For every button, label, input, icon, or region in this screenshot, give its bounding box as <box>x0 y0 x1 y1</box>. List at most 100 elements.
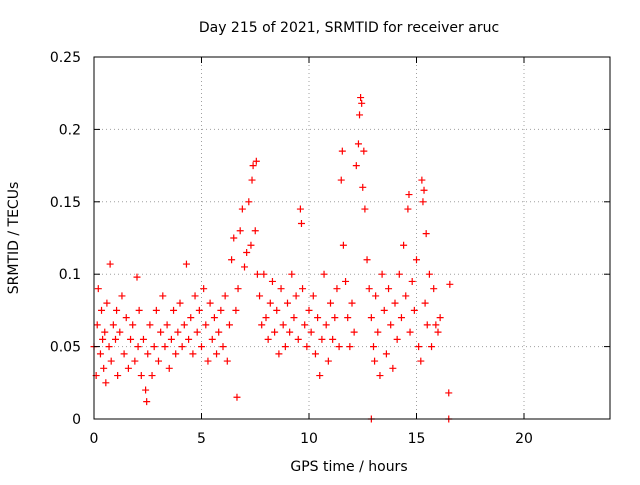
data-point <box>434 328 442 336</box>
data-point <box>206 299 214 307</box>
data-point <box>360 147 368 155</box>
data-point <box>109 321 117 329</box>
data-point <box>322 321 330 329</box>
data-point <box>405 191 413 199</box>
data-point <box>277 285 285 293</box>
data-point <box>284 299 291 307</box>
data-point <box>305 306 313 314</box>
data-point <box>281 343 289 351</box>
data-point <box>195 306 203 314</box>
y-tick-label: 0.05 <box>50 340 81 356</box>
data-point <box>307 328 315 336</box>
data-point <box>271 328 279 336</box>
data-point <box>106 260 114 268</box>
data-point <box>150 343 158 351</box>
data-point <box>225 321 233 329</box>
x-tick-label: 5 <box>197 431 206 447</box>
data-point <box>131 357 139 365</box>
data-point <box>113 306 121 314</box>
data-point <box>103 299 111 307</box>
data-point <box>294 335 302 343</box>
data-point <box>410 306 418 314</box>
data-point <box>286 328 294 336</box>
data-point <box>120 350 128 358</box>
data-point <box>129 321 137 329</box>
data-point <box>296 205 304 213</box>
data-point <box>318 335 326 343</box>
data-point <box>124 364 132 372</box>
data-point <box>232 306 240 314</box>
data-point <box>367 314 375 322</box>
data-point <box>335 343 343 351</box>
data-point <box>299 285 307 293</box>
data-point <box>333 285 341 293</box>
data-point <box>324 357 332 365</box>
data-point <box>372 292 380 300</box>
data-point <box>371 357 379 365</box>
data-point <box>204 357 212 365</box>
data-point <box>238 205 246 213</box>
data-point <box>387 321 395 329</box>
data-point <box>408 277 416 285</box>
data-point <box>445 389 453 397</box>
data-point <box>100 364 108 372</box>
data-point <box>180 321 188 329</box>
data-point <box>309 292 317 300</box>
data-point <box>292 292 300 300</box>
data-point <box>146 321 154 329</box>
x-axis-title: GPS time / hours <box>290 459 407 475</box>
data-point <box>385 285 393 293</box>
data-point <box>344 314 352 322</box>
data-point <box>314 314 322 322</box>
data-point <box>380 306 388 314</box>
data-point <box>185 335 193 343</box>
data-point <box>213 350 221 358</box>
data-point <box>365 285 373 293</box>
data-point <box>413 256 420 264</box>
data-point <box>275 350 283 358</box>
data-point <box>256 292 264 300</box>
data-point <box>361 205 369 213</box>
data-point <box>144 350 152 358</box>
y-tick-label: 0.2 <box>59 122 81 138</box>
data-point <box>423 321 431 329</box>
data-point <box>260 270 268 278</box>
data-point <box>233 393 241 401</box>
y-tick-label: 0.25 <box>50 50 81 66</box>
data-point <box>425 270 433 278</box>
data-point <box>436 314 444 322</box>
data-point <box>418 176 426 184</box>
x-tick-label: 10 <box>300 431 318 447</box>
data-point <box>338 147 346 155</box>
data-point <box>395 270 403 278</box>
data-point <box>241 263 248 271</box>
data-point <box>382 350 390 358</box>
data-point <box>397 314 405 322</box>
data-point <box>135 306 143 314</box>
y-axis-title: SRMTID / TECUs <box>6 182 22 295</box>
data-point <box>421 299 429 307</box>
data-point <box>422 230 430 238</box>
data-point <box>329 335 337 343</box>
data-point <box>301 321 309 329</box>
data-point <box>249 162 257 170</box>
data-point <box>116 328 124 336</box>
data-point <box>159 292 167 300</box>
data-point <box>163 321 171 329</box>
data-point <box>236 227 244 235</box>
data-point <box>243 248 251 256</box>
data-point <box>157 328 165 336</box>
data-point <box>234 285 242 293</box>
data-point <box>406 328 414 336</box>
data-point <box>264 335 272 343</box>
data-point <box>290 314 298 322</box>
data-point <box>174 328 182 336</box>
data-point <box>148 372 156 380</box>
data-point <box>161 343 169 351</box>
data-point <box>122 314 130 322</box>
data-point <box>118 292 126 300</box>
y-tick-label: 0.15 <box>50 195 81 211</box>
